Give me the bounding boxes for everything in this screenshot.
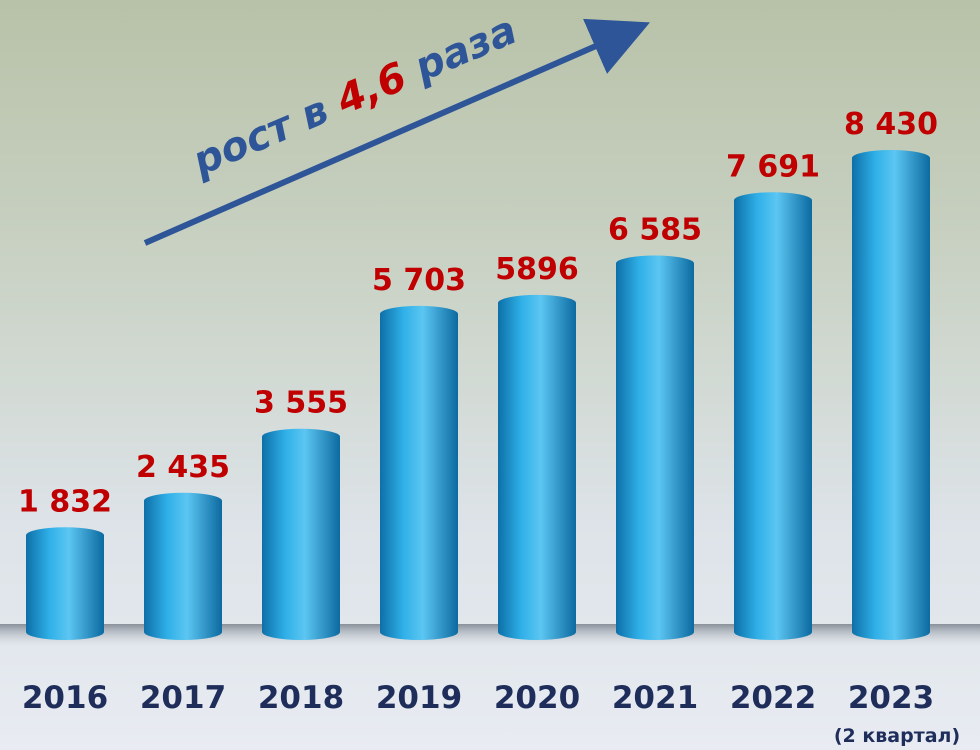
x-tick-note: (2 квартал) [834, 725, 960, 747]
value-label: 7 691 [726, 149, 820, 184]
x-tick-label: 2020 [494, 680, 580, 716]
bar [380, 305, 458, 640]
value-label: 3 555 [254, 386, 348, 421]
bar [498, 294, 576, 640]
x-tick-label: 2021 [612, 680, 698, 716]
x-tick-label: 2022 [730, 680, 816, 716]
value-label: 6 585 [608, 212, 702, 247]
value-label: 5896 [495, 252, 579, 287]
x-tick-label: 2023 [848, 680, 934, 716]
bar [734, 192, 812, 641]
bar [616, 255, 694, 640]
bar [852, 150, 930, 640]
value-label: 5 703 [372, 263, 466, 298]
growth-arrow [143, 18, 650, 246]
value-label: 2 435 [136, 450, 230, 485]
x-tick-label: 2019 [376, 680, 462, 716]
x-tick-label: 2018 [258, 680, 344, 716]
value-label: 1 832 [18, 484, 112, 519]
x-tick-label: 2017 [140, 680, 226, 716]
bar [262, 428, 340, 640]
value-label: 8 430 [844, 107, 938, 142]
bar [144, 492, 222, 640]
bar [26, 527, 104, 640]
x-tick-label: 2016 [22, 680, 108, 716]
